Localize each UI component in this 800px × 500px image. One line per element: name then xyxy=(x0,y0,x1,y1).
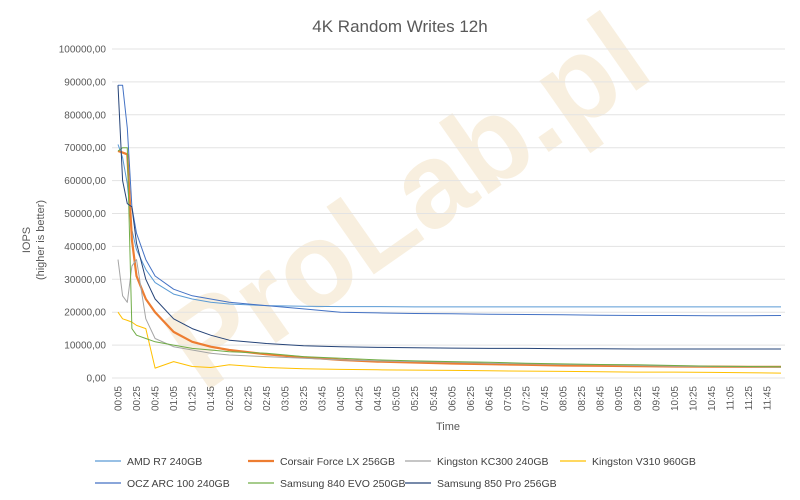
y-tick-label: 40000,00 xyxy=(64,242,106,253)
y-tick-label: 100000,00 xyxy=(59,45,107,56)
legend-entry: Samsung 850 Pro 256GB xyxy=(437,478,557,490)
x-tick-label: 07:25 xyxy=(522,386,533,411)
x-tick-label: 10:25 xyxy=(688,386,699,411)
gridlines xyxy=(112,48,785,379)
x-tick-label: 08:25 xyxy=(577,386,588,411)
x-tick-label: 07:05 xyxy=(503,386,514,411)
y-tick-label: 80000,00 xyxy=(64,110,106,121)
legend-entry: Kingston KC300 240GB xyxy=(437,456,549,468)
x-tick-label: 09:05 xyxy=(614,386,625,411)
series-line xyxy=(118,84,782,317)
x-tick-label: 05:25 xyxy=(410,386,421,411)
y-tick-label: 50000,00 xyxy=(64,209,106,220)
x-tick-label: 10:05 xyxy=(670,386,681,411)
legend: AMD R7 240GB Corsair Force LX 256GB Kingst… xyxy=(95,456,696,490)
x-tick-label: 11:05 xyxy=(726,386,737,411)
x-tick-label: 11:25 xyxy=(744,386,755,411)
series-line xyxy=(117,85,781,350)
x-tick-label: 01:25 xyxy=(188,386,199,411)
x-axis-ticks: 00:05 00:25 00:45 01:05 01:25 01:45 02:05 02:25… xyxy=(114,386,774,411)
x-tick-label: 04:45 xyxy=(373,386,384,411)
legend-entry: Kingston V310 960GB xyxy=(592,456,696,468)
y-tick-label: 20000,00 xyxy=(64,308,106,319)
x-tick-label: 09:25 xyxy=(633,386,644,411)
series-line xyxy=(117,311,782,374)
chart-title: 4K Random Writes 12h xyxy=(312,17,487,36)
y-axis-title: IOPS xyxy=(21,227,33,253)
y-tick-label: 30000,00 xyxy=(64,275,106,286)
watermark-logo: ProLab.pl xyxy=(141,0,671,415)
x-tick-label: 07:45 xyxy=(540,386,551,411)
legend-entry: Corsair Force LX 256GB xyxy=(280,456,395,468)
y-axis-ticks: 0,00 10000,00 20000,00 30000,00 40000,00 5000… xyxy=(59,45,107,385)
y-axis-subtitle: (higher is better) xyxy=(35,200,47,280)
x-tick-label: 00:25 xyxy=(132,386,143,411)
series-line xyxy=(117,259,782,368)
y-axis-label: IOPS (higher is better) xyxy=(21,200,47,280)
series-line xyxy=(117,147,782,368)
x-tick-label: 02:45 xyxy=(262,386,273,411)
x-tick-label: 04:25 xyxy=(355,386,366,411)
series-line xyxy=(117,144,781,308)
x-tick-label: 00:05 xyxy=(114,386,125,411)
y-tick-label: 70000,00 xyxy=(64,143,106,154)
y-tick-label: 10000,00 xyxy=(64,341,106,352)
x-tick-label: 04:05 xyxy=(336,386,347,411)
x-tick-label: 00:45 xyxy=(151,386,162,411)
y-tick-label: 90000,00 xyxy=(64,77,106,88)
x-tick-label: 06:25 xyxy=(466,386,477,411)
y-tick-label: 60000,00 xyxy=(64,176,106,187)
x-tick-label: 05:05 xyxy=(392,386,403,411)
series-lines xyxy=(117,84,782,374)
x-tick-label: 05:45 xyxy=(429,386,440,411)
x-tick-label: 03:05 xyxy=(280,386,291,411)
x-tick-label: 08:45 xyxy=(596,386,607,411)
y-tick-label: 0,00 xyxy=(87,374,107,385)
x-axis-title: Time xyxy=(436,421,460,433)
x-tick-label: 01:05 xyxy=(169,386,180,411)
legend-entry: AMD R7 240GB xyxy=(127,456,202,468)
x-tick-label: 03:45 xyxy=(318,386,329,411)
legend-entry: Samsung 840 EVO 250GB xyxy=(280,478,406,490)
x-tick-label: 02:05 xyxy=(225,386,236,411)
x-tick-label: 06:45 xyxy=(484,386,495,411)
x-tick-label: 06:05 xyxy=(447,386,458,411)
x-tick-label: 01:45 xyxy=(206,386,217,411)
x-tick-label: 10:45 xyxy=(707,386,718,411)
x-tick-label: 09:45 xyxy=(651,386,662,411)
x-tick-label: 03:25 xyxy=(299,386,310,411)
x-tick-label: 11:45 xyxy=(763,386,774,411)
x-tick-label: 02:25 xyxy=(243,386,254,411)
legend-entry: OCZ ARC 100 240GB xyxy=(127,478,230,490)
x-tick-label: 08:05 xyxy=(559,386,570,411)
